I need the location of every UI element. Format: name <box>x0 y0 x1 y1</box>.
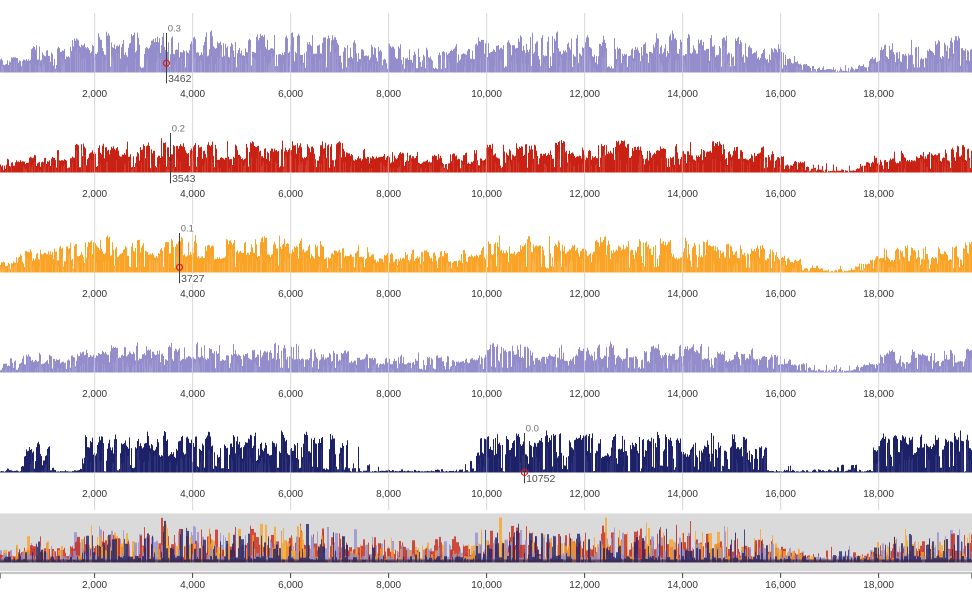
svg-text:10,000: 10,000 <box>471 189 502 200</box>
svg-text:18,000: 18,000 <box>863 89 894 100</box>
svg-text:16,000: 16,000 <box>765 580 796 591</box>
svg-text:6,000: 6,000 <box>278 189 303 200</box>
svg-text:8,000: 8,000 <box>376 489 401 500</box>
svg-text:0.3: 0.3 <box>168 24 181 35</box>
svg-text:10,000: 10,000 <box>471 580 502 591</box>
svg-text:14,000: 14,000 <box>667 580 698 591</box>
svg-text:2,000: 2,000 <box>82 189 107 200</box>
svg-text:8,000: 8,000 <box>376 580 401 591</box>
svg-text:10,000: 10,000 <box>471 89 502 100</box>
svg-text:6,000: 6,000 <box>278 89 303 100</box>
svg-text:12,000: 12,000 <box>569 389 600 400</box>
svg-text:0.0: 0.0 <box>526 424 539 435</box>
svg-text:12,000: 12,000 <box>569 89 600 100</box>
svg-text:2,000: 2,000 <box>82 389 107 400</box>
svg-text:14,000: 14,000 <box>667 189 698 200</box>
svg-text:3543: 3543 <box>172 173 196 185</box>
svg-text:14,000: 14,000 <box>667 89 698 100</box>
svg-text:16,000: 16,000 <box>765 189 796 200</box>
svg-text:4,000: 4,000 <box>180 580 205 591</box>
svg-text:18,000: 18,000 <box>863 289 894 300</box>
svg-text:4,000: 4,000 <box>180 189 205 200</box>
svg-text:4,000: 4,000 <box>180 489 205 500</box>
svg-text:3462: 3462 <box>168 73 192 85</box>
svg-text:4,000: 4,000 <box>180 289 205 300</box>
svg-text:14,000: 14,000 <box>667 389 698 400</box>
svg-text:4,000: 4,000 <box>180 389 205 400</box>
svg-text:10752: 10752 <box>526 473 555 485</box>
svg-text:14,000: 14,000 <box>667 289 698 300</box>
svg-text:12,000: 12,000 <box>569 189 600 200</box>
svg-text:12,000: 12,000 <box>569 580 600 591</box>
svg-text:16,000: 16,000 <box>765 289 796 300</box>
svg-text:2,000: 2,000 <box>82 289 107 300</box>
svg-text:8,000: 8,000 <box>376 289 401 300</box>
svg-text:3727: 3727 <box>181 273 205 285</box>
svg-text:18,000: 18,000 <box>863 580 894 591</box>
svg-text:10,000: 10,000 <box>471 389 502 400</box>
svg-text:6,000: 6,000 <box>278 489 303 500</box>
svg-text:16,000: 16,000 <box>765 389 796 400</box>
svg-text:12,000: 12,000 <box>569 489 600 500</box>
svg-text:2,000: 2,000 <box>82 89 107 100</box>
svg-text:14,000: 14,000 <box>667 489 698 500</box>
svg-text:2,000: 2,000 <box>82 580 107 591</box>
svg-text:6,000: 6,000 <box>278 389 303 400</box>
svg-text:8,000: 8,000 <box>376 189 401 200</box>
svg-text:16,000: 16,000 <box>765 89 796 100</box>
svg-text:10,000: 10,000 <box>471 289 502 300</box>
svg-text:4,000: 4,000 <box>180 89 205 100</box>
svg-text:0.2: 0.2 <box>172 124 185 135</box>
svg-text:6,000: 6,000 <box>278 580 303 591</box>
svg-text:8,000: 8,000 <box>376 389 401 400</box>
svg-text:12,000: 12,000 <box>569 289 600 300</box>
svg-text:2,000: 2,000 <box>82 489 107 500</box>
svg-text:18,000: 18,000 <box>863 389 894 400</box>
svg-text:0.1: 0.1 <box>181 224 194 235</box>
svg-text:10,000: 10,000 <box>471 489 502 500</box>
svg-text:16,000: 16,000 <box>765 489 796 500</box>
svg-text:18,000: 18,000 <box>863 189 894 200</box>
svg-text:8,000: 8,000 <box>376 89 401 100</box>
svg-text:6,000: 6,000 <box>278 289 303 300</box>
svg-text:18,000: 18,000 <box>863 489 894 500</box>
